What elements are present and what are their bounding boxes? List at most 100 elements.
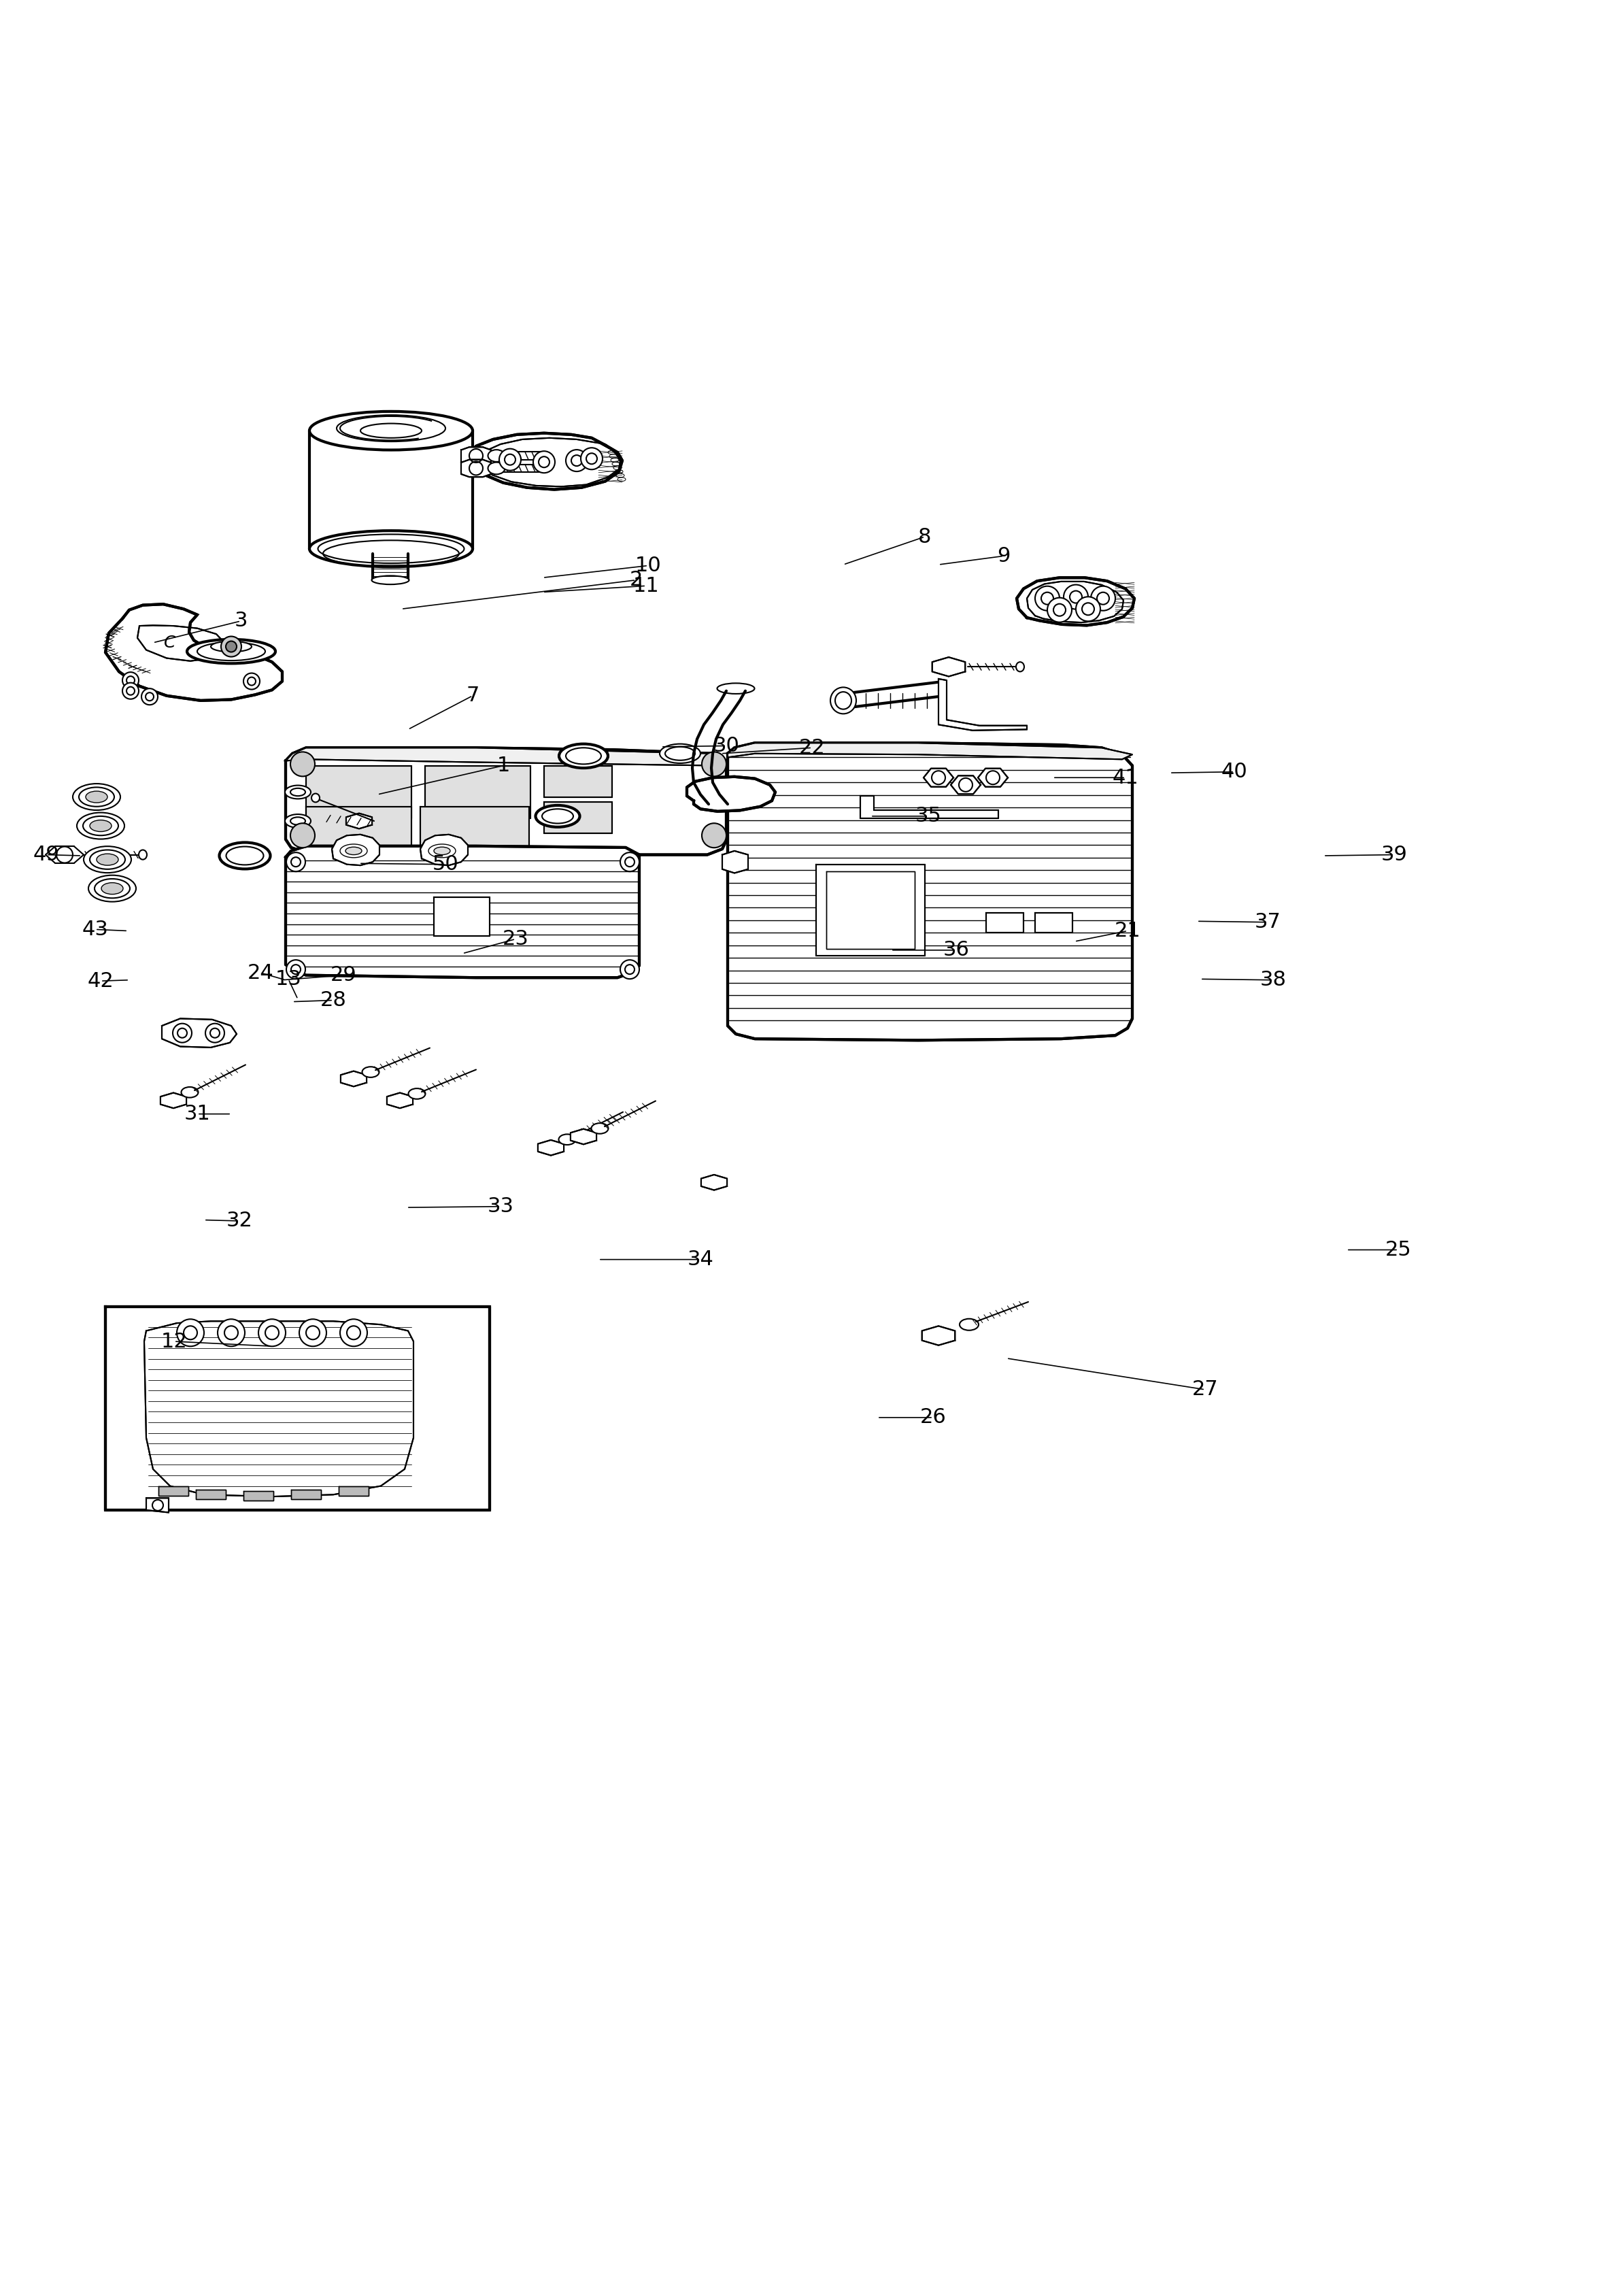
Polygon shape bbox=[286, 846, 640, 977]
Polygon shape bbox=[286, 748, 726, 855]
Ellipse shape bbox=[559, 743, 607, 768]
Circle shape bbox=[221, 637, 242, 656]
Text: 38: 38 bbox=[1260, 970, 1286, 991]
Ellipse shape bbox=[84, 846, 132, 874]
Polygon shape bbox=[817, 864, 926, 956]
Ellipse shape bbox=[542, 809, 573, 823]
Polygon shape bbox=[544, 766, 612, 798]
Ellipse shape bbox=[86, 791, 107, 803]
Ellipse shape bbox=[408, 1089, 425, 1098]
Circle shape bbox=[339, 1318, 367, 1346]
Text: 21: 21 bbox=[1114, 922, 1140, 940]
Text: 1: 1 bbox=[497, 757, 510, 775]
Ellipse shape bbox=[434, 846, 450, 855]
Ellipse shape bbox=[284, 784, 310, 798]
Polygon shape bbox=[106, 603, 283, 702]
Polygon shape bbox=[986, 913, 1023, 933]
Text: 40: 40 bbox=[1221, 761, 1247, 782]
Polygon shape bbox=[922, 1325, 955, 1346]
Circle shape bbox=[620, 853, 640, 871]
Text: 34: 34 bbox=[687, 1250, 713, 1270]
Circle shape bbox=[565, 449, 588, 472]
Ellipse shape bbox=[659, 743, 700, 764]
Circle shape bbox=[299, 1318, 326, 1346]
Text: 41: 41 bbox=[1112, 768, 1138, 786]
Text: 27: 27 bbox=[1192, 1380, 1218, 1399]
Ellipse shape bbox=[1017, 663, 1025, 672]
Text: 29: 29 bbox=[330, 965, 357, 986]
Ellipse shape bbox=[73, 784, 120, 809]
Text: 7: 7 bbox=[466, 686, 479, 706]
Circle shape bbox=[1034, 587, 1059, 610]
Polygon shape bbox=[434, 897, 490, 936]
Text: 25: 25 bbox=[1385, 1241, 1411, 1259]
Circle shape bbox=[1064, 585, 1088, 610]
Text: 35: 35 bbox=[914, 807, 942, 825]
Polygon shape bbox=[702, 1174, 728, 1190]
Polygon shape bbox=[950, 775, 981, 793]
Polygon shape bbox=[161, 1094, 187, 1108]
Ellipse shape bbox=[541, 465, 547, 472]
Text: 36: 36 bbox=[944, 940, 970, 961]
Polygon shape bbox=[538, 1140, 564, 1156]
Ellipse shape bbox=[312, 793, 320, 803]
Text: 26: 26 bbox=[919, 1408, 947, 1429]
Polygon shape bbox=[305, 807, 411, 848]
Polygon shape bbox=[723, 851, 749, 874]
Ellipse shape bbox=[284, 814, 310, 828]
Text: 22: 22 bbox=[799, 738, 825, 757]
Ellipse shape bbox=[80, 786, 114, 807]
Text: 11: 11 bbox=[633, 576, 659, 596]
Circle shape bbox=[141, 688, 158, 704]
Polygon shape bbox=[291, 1490, 322, 1500]
Ellipse shape bbox=[94, 878, 130, 899]
Circle shape bbox=[499, 449, 521, 470]
Polygon shape bbox=[687, 777, 775, 812]
Polygon shape bbox=[425, 766, 531, 819]
Text: 43: 43 bbox=[81, 919, 109, 940]
Polygon shape bbox=[106, 1307, 490, 1511]
Circle shape bbox=[258, 1318, 286, 1346]
Ellipse shape bbox=[362, 1066, 378, 1078]
Circle shape bbox=[226, 642, 237, 651]
Polygon shape bbox=[341, 1071, 367, 1087]
Text: 31: 31 bbox=[184, 1105, 211, 1124]
Circle shape bbox=[205, 1023, 224, 1043]
Ellipse shape bbox=[219, 842, 270, 869]
Ellipse shape bbox=[372, 576, 409, 585]
Text: 39: 39 bbox=[1380, 844, 1408, 864]
Polygon shape bbox=[331, 835, 380, 864]
Polygon shape bbox=[978, 768, 1009, 786]
Polygon shape bbox=[145, 1321, 414, 1497]
Ellipse shape bbox=[187, 640, 276, 663]
Polygon shape bbox=[339, 1486, 369, 1495]
Ellipse shape bbox=[138, 851, 146, 860]
Ellipse shape bbox=[960, 1318, 979, 1330]
Ellipse shape bbox=[559, 1135, 575, 1144]
Ellipse shape bbox=[76, 812, 125, 839]
Circle shape bbox=[172, 1023, 192, 1043]
Ellipse shape bbox=[487, 449, 505, 461]
Ellipse shape bbox=[226, 846, 263, 864]
Ellipse shape bbox=[89, 851, 125, 869]
Polygon shape bbox=[346, 814, 372, 828]
Circle shape bbox=[286, 853, 305, 871]
Ellipse shape bbox=[541, 452, 547, 459]
Text: 10: 10 bbox=[635, 555, 661, 576]
Circle shape bbox=[218, 1318, 245, 1346]
Text: 9: 9 bbox=[997, 546, 1010, 566]
Circle shape bbox=[286, 961, 305, 979]
Polygon shape bbox=[544, 803, 612, 832]
Ellipse shape bbox=[346, 846, 362, 855]
Text: 50: 50 bbox=[432, 855, 458, 874]
Circle shape bbox=[291, 752, 315, 777]
Ellipse shape bbox=[96, 853, 119, 864]
Text: 33: 33 bbox=[487, 1197, 513, 1215]
Polygon shape bbox=[387, 1094, 412, 1108]
Ellipse shape bbox=[536, 805, 580, 828]
Polygon shape bbox=[421, 835, 468, 864]
Text: 3: 3 bbox=[234, 612, 247, 631]
Circle shape bbox=[122, 672, 138, 688]
Circle shape bbox=[581, 447, 603, 470]
Ellipse shape bbox=[310, 410, 473, 449]
